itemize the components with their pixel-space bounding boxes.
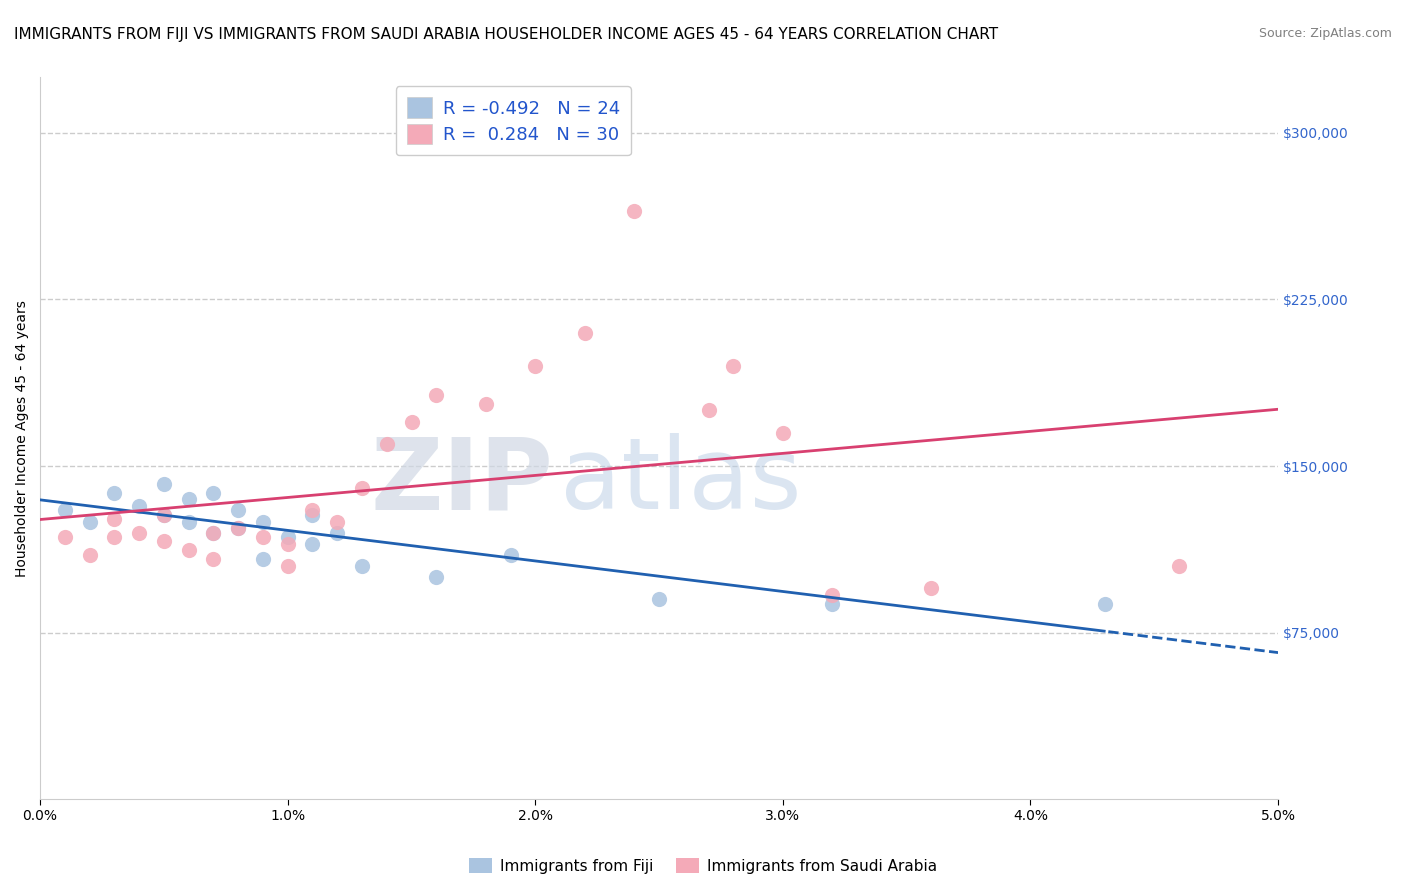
- Point: [153, 508, 176, 522]
- Point: [301, 508, 323, 522]
- Point: [821, 597, 844, 611]
- Point: [350, 481, 373, 495]
- Point: [53, 503, 76, 517]
- Point: [177, 515, 200, 529]
- Point: [697, 403, 720, 417]
- Point: [79, 548, 101, 562]
- Point: [277, 530, 299, 544]
- Y-axis label: Householder Income Ages 45 - 64 years: Householder Income Ages 45 - 64 years: [15, 300, 30, 577]
- Point: [153, 476, 176, 491]
- Point: [202, 552, 225, 566]
- Point: [153, 508, 176, 522]
- Text: IMMIGRANTS FROM FIJI VS IMMIGRANTS FROM SAUDI ARABIA HOUSEHOLDER INCOME AGES 45 : IMMIGRANTS FROM FIJI VS IMMIGRANTS FROM …: [14, 27, 998, 42]
- Point: [920, 581, 942, 595]
- Point: [1168, 558, 1191, 573]
- Point: [277, 558, 299, 573]
- Point: [1094, 597, 1116, 611]
- Point: [252, 552, 274, 566]
- Point: [252, 530, 274, 544]
- Point: [326, 525, 349, 540]
- Point: [103, 512, 125, 526]
- Point: [375, 437, 398, 451]
- Point: [723, 359, 745, 373]
- Point: [177, 543, 200, 558]
- Point: [425, 388, 447, 402]
- Text: ZIP: ZIP: [371, 433, 554, 530]
- Point: [53, 530, 76, 544]
- Point: [623, 203, 645, 218]
- Point: [475, 397, 498, 411]
- Point: [425, 570, 447, 584]
- Legend: Immigrants from Fiji, Immigrants from Saudi Arabia: Immigrants from Fiji, Immigrants from Sa…: [463, 852, 943, 880]
- Point: [202, 485, 225, 500]
- Point: [772, 425, 794, 440]
- Point: [226, 503, 249, 517]
- Point: [128, 525, 150, 540]
- Point: [350, 558, 373, 573]
- Point: [326, 515, 349, 529]
- Point: [226, 521, 249, 535]
- Point: [277, 537, 299, 551]
- Point: [79, 515, 101, 529]
- Text: atlas: atlas: [560, 433, 801, 530]
- Point: [177, 492, 200, 507]
- Point: [128, 499, 150, 513]
- Point: [301, 537, 323, 551]
- Point: [226, 521, 249, 535]
- Point: [499, 548, 522, 562]
- Point: [821, 588, 844, 602]
- Text: Source: ZipAtlas.com: Source: ZipAtlas.com: [1258, 27, 1392, 40]
- Point: [153, 534, 176, 549]
- Point: [524, 359, 547, 373]
- Point: [252, 515, 274, 529]
- Point: [103, 485, 125, 500]
- Point: [301, 503, 323, 517]
- Legend: R = -0.492   N = 24, R =  0.284   N = 30: R = -0.492 N = 24, R = 0.284 N = 30: [395, 87, 631, 155]
- Point: [202, 525, 225, 540]
- Point: [401, 415, 423, 429]
- Point: [202, 525, 225, 540]
- Point: [574, 326, 596, 340]
- Point: [648, 592, 671, 607]
- Point: [103, 530, 125, 544]
